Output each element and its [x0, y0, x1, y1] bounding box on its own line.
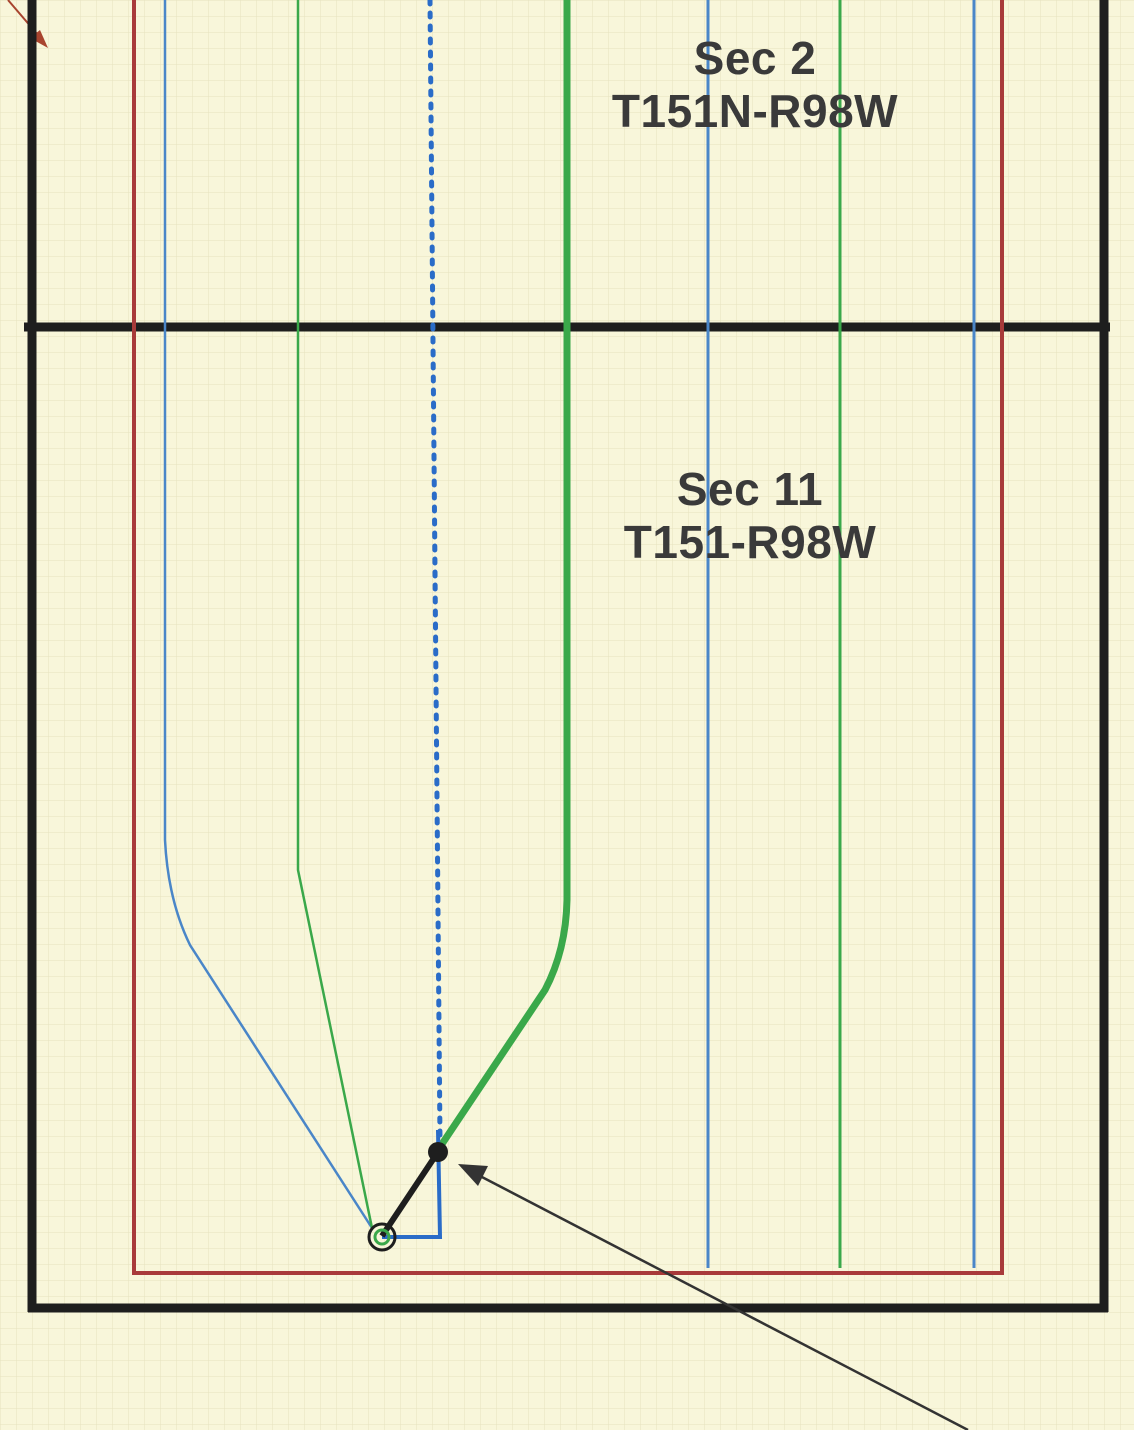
pointer-arrow-icon [458, 1164, 969, 1430]
section-label-2: Sec 2 T151N-R98W [585, 32, 925, 138]
township-range: T151-R98W [623, 515, 877, 568]
surface-location-icon [367, 1222, 397, 1252]
section-label-11: Sec 11 T151-R98W [580, 463, 920, 569]
township-range: T151N-R98W [611, 84, 899, 137]
green-wellbore-left [296, 0, 374, 1229]
section-name: Sec 2 [693, 32, 817, 84]
blue-wellbore-left [163, 0, 374, 1229]
section-name: Sec 11 [676, 463, 824, 515]
setback-line [132, 0, 1004, 1275]
green-wellbore-thick [435, 0, 571, 1152]
blue-build-section [382, 1129, 443, 1239]
bottom-hole-marker-icon [428, 1142, 448, 1162]
dotted-wellbore [427, 0, 443, 1143]
surface-connector [379, 1150, 441, 1238]
